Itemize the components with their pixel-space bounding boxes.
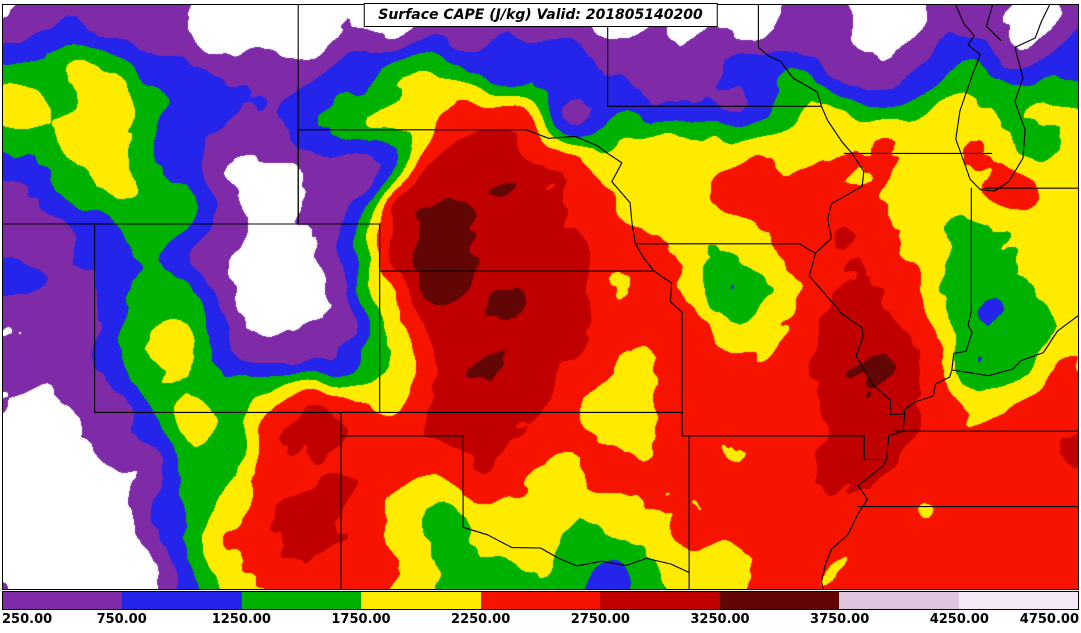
state-borders-overlay (3, 5, 1078, 589)
colorbar-tick-label: 250.00 (2, 612, 53, 627)
border-ohio-river-east (951, 315, 1078, 377)
border-missouri-river (525, 129, 683, 314)
border-lake-michigan-shore (955, 5, 1051, 192)
colorbar-tick-label: 1250.00 (211, 612, 271, 627)
border-mississippi-river (808, 105, 906, 589)
border-ohio-river-west (903, 369, 953, 415)
border-minnesota-wisconsin (757, 5, 823, 107)
colorbar (2, 591, 1079, 610)
map-area (2, 4, 1079, 590)
border-green-bay (985, 5, 1002, 41)
colorbar-tick-label: 4250.00 (929, 612, 989, 627)
colorbar-segment (719, 592, 840, 609)
colorbar-segment (600, 592, 720, 609)
colorbar-tick-label: 3750.00 (810, 612, 870, 627)
colorbar-tick-label: 2750.00 (570, 612, 630, 627)
colorbar-tick-label: 750.00 (96, 612, 147, 627)
colorbar-tick-label: 4750.00 (1019, 612, 1079, 627)
colorbar-segment (361, 592, 481, 609)
colorbar-tick-label: 1750.00 (331, 612, 391, 627)
map-title: Surface CAPE (J/kg) Valid: 201805140200 (363, 3, 718, 27)
cape-field-canvas (3, 5, 1078, 589)
colorbar-segment (122, 592, 242, 609)
border-wabash-river (951, 310, 973, 371)
colorbar-segment (241, 592, 362, 609)
colorbar-tick-label: 3250.00 (690, 612, 750, 627)
border-des-moines-river (799, 243, 816, 254)
border-missouri-bootheel (863, 435, 888, 461)
colorbar-segment (958, 592, 1078, 609)
colorbar-segment (839, 592, 959, 609)
colorbar-labels: 250.00 750.00 1250.00 1750.00 2250.00 2750.00… (2, 611, 1079, 631)
map-title-text: Surface CAPE (J/kg) Valid: 201805140200 (378, 7, 703, 23)
colorbar-segment (3, 592, 123, 609)
colorbar-segment (480, 592, 601, 609)
colorbar-tick-label: 2250.00 (451, 612, 511, 627)
border-red-river (462, 526, 690, 574)
